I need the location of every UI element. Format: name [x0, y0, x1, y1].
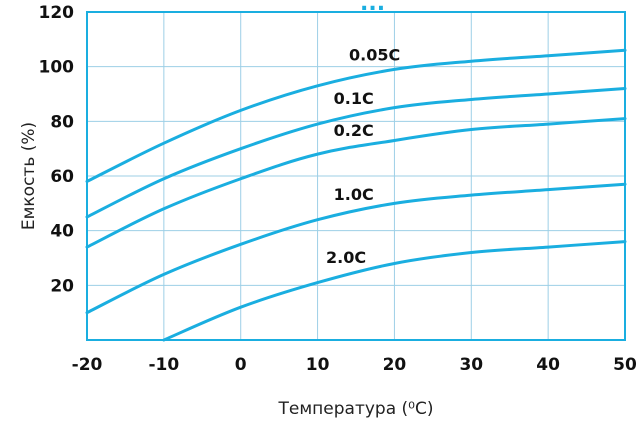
x-tick-label: 20: [383, 355, 407, 375]
plot-frame: [86, 11, 626, 341]
series-line-0.1C: [85, 87, 627, 219]
x-tick-label: 50: [613, 355, 637, 375]
series-line-2.0C: [162, 240, 627, 342]
y-tick-label: 60: [50, 167, 74, 187]
y-tick-label: 20: [50, 276, 74, 296]
y-tick-layer: 20 40 60 80 100 120: [39, 3, 75, 296]
x-tick-label: -20: [72, 355, 103, 375]
curve-label: 0.1C: [334, 89, 374, 108]
y-tick-label: 40: [50, 222, 74, 242]
x-tick-label: -10: [148, 355, 179, 375]
y-tick-label: 100: [39, 58, 75, 78]
x-axis-title: Температура (⁰C): [278, 399, 434, 419]
y-tick-label: 120: [39, 3, 75, 23]
grid: [86, 11, 626, 341]
x-tick-label: 0: [235, 355, 247, 375]
chart-title-fragment: ...: [360, 0, 385, 16]
series-layer: [85, 48, 627, 342]
curve-label: 0.05C: [349, 46, 400, 65]
curve-label-layer: 0.05C 0.1C 0.2C 1.0C 2.0C: [326, 46, 400, 267]
curve-label: 1.0C: [334, 185, 374, 204]
curve-label: 0.2C: [334, 121, 374, 140]
y-tick-label: 80: [50, 112, 74, 132]
series-line-0.2C: [85, 117, 627, 249]
x-tick-label: 10: [306, 355, 330, 375]
series-line-1.0C: [85, 182, 627, 315]
curve-label: 2.0C: [326, 248, 366, 267]
x-tick-label: 40: [536, 355, 560, 375]
y-axis-title: Емкость (%): [19, 122, 39, 230]
series-line-0.05C: [85, 48, 627, 183]
x-tick-label: 30: [459, 355, 483, 375]
x-tick-layer: -20 -10 0 10 20 30 40 50: [72, 355, 637, 375]
